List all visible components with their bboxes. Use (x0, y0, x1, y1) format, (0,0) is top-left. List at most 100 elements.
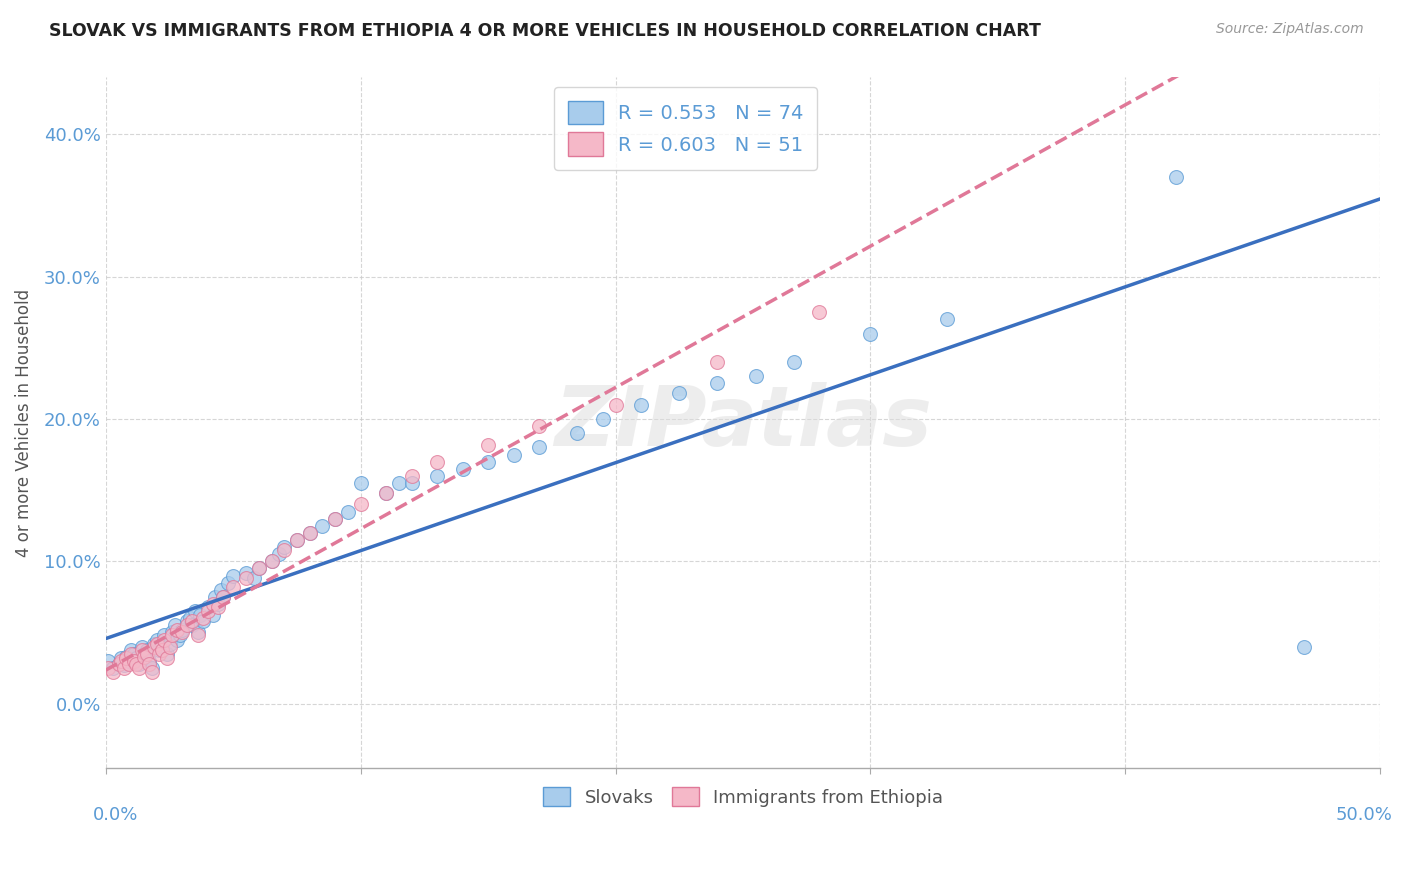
Point (156, 647, 179, 661)
Point (115, 649, 138, 664)
Point (217, 575, 239, 590)
Text: 0.0%: 0.0% (93, 805, 138, 823)
Point (242, 571, 264, 585)
Point (159, 640, 181, 654)
Point (197, 604, 219, 618)
Point (191, 611, 214, 625)
Point (592, 412, 614, 426)
Point (527, 419, 550, 434)
Point (222, 580, 245, 594)
Text: ZIPatlas: ZIPatlas (554, 382, 932, 463)
Point (141, 665, 163, 680)
Point (179, 611, 201, 625)
Point (285, 533, 308, 547)
Point (285, 533, 308, 547)
Point (107, 657, 129, 671)
Point (527, 441, 550, 455)
Point (426, 455, 449, 469)
Point (744, 369, 766, 384)
Point (118, 657, 141, 671)
Point (197, 599, 219, 614)
Point (181, 618, 204, 632)
Point (311, 518, 333, 533)
Point (141, 661, 163, 675)
Point (143, 640, 166, 654)
Point (668, 386, 690, 401)
Point (212, 590, 235, 604)
Point (269, 547, 291, 561)
Point (115, 651, 138, 665)
Point (201, 608, 224, 623)
Text: 50.0%: 50.0% (1336, 805, 1393, 823)
Point (166, 632, 188, 647)
Point (451, 462, 474, 476)
Point (201, 597, 224, 611)
Point (350, 476, 373, 491)
Point (388, 476, 411, 491)
Point (567, 426, 589, 441)
Point (273, 543, 295, 558)
Point (298, 525, 321, 540)
Point (112, 658, 135, 673)
Point (808, 305, 831, 319)
Point (375, 486, 398, 500)
Point (146, 632, 169, 647)
Point (132, 647, 155, 661)
Point (128, 661, 150, 675)
Point (323, 511, 346, 525)
Point (502, 448, 524, 462)
Point (103, 665, 125, 680)
Point (426, 469, 449, 483)
Point (1166, 170, 1188, 185)
Y-axis label: 4 or more Vehicles in Household: 4 or more Vehicles in Household (15, 288, 32, 557)
Point (477, 437, 499, 451)
Point (605, 398, 627, 412)
Point (401, 476, 423, 491)
Point (159, 637, 181, 651)
Legend: Slovaks, Immigrants from Ethiopia: Slovaks, Immigrants from Ethiopia (536, 780, 950, 814)
Point (169, 628, 191, 642)
Point (160, 625, 183, 640)
Point (209, 582, 232, 597)
Point (187, 625, 209, 640)
Point (110, 651, 132, 665)
Point (706, 355, 728, 369)
Point (706, 376, 728, 391)
Point (935, 312, 957, 326)
Point (222, 568, 245, 582)
Point (128, 657, 150, 671)
Point (153, 628, 176, 642)
Text: SLOVAK VS IMMIGRANTS FROM ETHIOPIA 4 OR MORE VEHICLES IN HOUSEHOLD CORRELATION C: SLOVAK VS IMMIGRANTS FROM ETHIOPIA 4 OR … (49, 22, 1040, 40)
Point (148, 647, 170, 661)
Point (172, 623, 194, 637)
Point (235, 571, 257, 585)
Point (273, 540, 295, 554)
Point (477, 455, 499, 469)
Point (150, 640, 173, 654)
Point (336, 504, 359, 518)
Point (131, 642, 153, 657)
Point (859, 326, 882, 341)
Point (350, 497, 373, 511)
Point (150, 642, 173, 657)
Point (187, 628, 209, 642)
Point (212, 590, 235, 604)
Point (207, 599, 229, 614)
Point (97, 654, 120, 668)
Point (783, 355, 806, 369)
Point (148, 642, 170, 657)
Point (204, 590, 226, 604)
Point (118, 654, 141, 668)
Point (138, 654, 160, 668)
Point (132, 649, 155, 664)
Point (153, 632, 176, 647)
Point (235, 566, 257, 580)
Point (323, 511, 346, 525)
Point (260, 554, 283, 568)
Point (1292, 640, 1315, 654)
Point (375, 486, 398, 500)
Point (166, 623, 188, 637)
Point (181, 614, 204, 628)
Point (107, 657, 129, 671)
Point (160, 628, 183, 642)
